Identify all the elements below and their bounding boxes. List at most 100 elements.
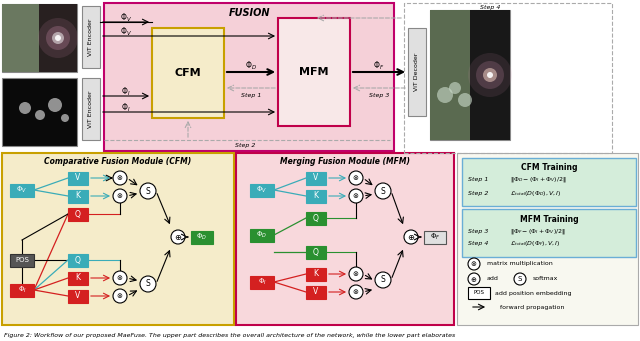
Bar — [424, 231, 446, 243]
Text: K: K — [76, 273, 81, 282]
Bar — [2, 4, 40, 72]
Bar — [250, 228, 274, 241]
Circle shape — [437, 87, 453, 103]
Text: $\mathcal{L}_{total}(D(\Phi_D), V, I)$: $\mathcal{L}_{total}(D(\Phi_D), V, I)$ — [510, 189, 561, 197]
Bar — [191, 231, 213, 243]
Text: add: add — [487, 277, 499, 282]
Bar — [82, 6, 100, 68]
Circle shape — [19, 102, 31, 114]
Circle shape — [113, 171, 127, 185]
Text: S: S — [146, 187, 150, 195]
Circle shape — [38, 18, 78, 58]
Bar — [68, 253, 88, 267]
Text: $\oplus$: $\oplus$ — [407, 233, 415, 241]
Text: add position embedding: add position embedding — [495, 291, 572, 296]
Bar — [306, 246, 326, 258]
Text: $\|\Phi_D - (\Phi_I + \Phi_V)/2\|$: $\|\Phi_D - (\Phi_I + \Phi_V)/2\|$ — [510, 176, 566, 184]
Bar — [10, 283, 34, 297]
Bar — [462, 209, 636, 257]
Circle shape — [35, 110, 45, 120]
Bar — [462, 158, 636, 206]
Circle shape — [349, 171, 363, 185]
Circle shape — [468, 258, 480, 270]
Bar — [408, 28, 426, 116]
Bar — [306, 211, 326, 224]
Bar — [468, 287, 490, 299]
Bar — [457, 153, 638, 325]
Text: MFM Training: MFM Training — [520, 214, 579, 223]
Text: Step 2: Step 2 — [235, 143, 255, 148]
Text: K: K — [314, 192, 319, 201]
Bar — [104, 3, 394, 151]
Circle shape — [487, 72, 493, 78]
Text: CFM: CFM — [175, 68, 202, 78]
Text: $\Phi_D$: $\Phi_D$ — [245, 60, 257, 72]
Text: $\Phi_I$: $\Phi_I$ — [17, 285, 26, 295]
Text: $\otimes$: $\otimes$ — [353, 174, 360, 182]
Circle shape — [483, 68, 497, 82]
Bar — [278, 18, 350, 126]
Text: $\otimes$: $\otimes$ — [470, 260, 477, 268]
Text: $\otimes$: $\otimes$ — [116, 192, 124, 201]
Text: Comparative Fusion Module (CFM): Comparative Fusion Module (CFM) — [44, 158, 191, 166]
Circle shape — [171, 230, 185, 244]
Text: forward propagation: forward propagation — [500, 305, 564, 310]
Bar — [68, 271, 88, 284]
Bar — [39, 4, 77, 72]
Text: $\Phi_F$: $\Phi_F$ — [373, 60, 385, 72]
Text: $\otimes$: $\otimes$ — [353, 192, 360, 201]
Bar — [68, 172, 88, 184]
Bar — [68, 208, 88, 221]
Circle shape — [375, 272, 391, 288]
Text: $\Phi_V$: $\Phi_V$ — [120, 12, 132, 24]
Text: Q: Q — [75, 255, 81, 265]
Bar — [10, 253, 34, 267]
Circle shape — [375, 183, 391, 199]
Text: V: V — [314, 287, 319, 297]
Text: $\otimes$: $\otimes$ — [353, 269, 360, 279]
Bar — [306, 285, 326, 298]
Text: $\Phi_V$: $\Phi_V$ — [17, 185, 28, 195]
Text: V: V — [314, 174, 319, 182]
Text: V: V — [76, 174, 81, 182]
Bar — [2, 4, 77, 72]
Text: Step 3: Step 3 — [468, 228, 488, 234]
Circle shape — [113, 271, 127, 285]
Text: V: V — [76, 292, 81, 300]
Circle shape — [140, 183, 156, 199]
Bar — [250, 183, 274, 196]
Text: POS: POS — [15, 257, 29, 263]
Bar — [306, 190, 326, 203]
Bar — [152, 28, 224, 118]
Bar — [68, 190, 88, 203]
Text: $\oplus$: $\oplus$ — [174, 233, 182, 241]
Text: $\Phi_I$: $\Phi_I$ — [121, 86, 131, 98]
Circle shape — [458, 93, 472, 107]
Text: $\otimes$: $\otimes$ — [116, 174, 124, 182]
Text: S: S — [146, 280, 150, 288]
Text: Step 3: Step 3 — [369, 93, 389, 99]
Circle shape — [140, 276, 156, 292]
Bar — [68, 290, 88, 302]
Text: $\Phi_V$: $\Phi_V$ — [120, 26, 132, 38]
Text: FUSION: FUSION — [229, 8, 271, 18]
Text: matrix multiplication: matrix multiplication — [487, 262, 553, 267]
Text: Q: Q — [75, 209, 81, 219]
Text: $\Phi_I$: $\Phi_I$ — [121, 102, 131, 114]
Text: Step 4: Step 4 — [468, 241, 488, 247]
Text: ViT Decoder: ViT Decoder — [415, 53, 419, 91]
Circle shape — [468, 53, 512, 97]
Text: S: S — [381, 187, 385, 195]
Circle shape — [468, 273, 480, 285]
Bar — [236, 153, 454, 325]
Bar — [10, 183, 34, 196]
Text: $\otimes$: $\otimes$ — [353, 287, 360, 297]
Text: Step 4: Step 4 — [480, 5, 500, 11]
Circle shape — [476, 61, 504, 89]
Text: $\mathcal{L}_{total}(D(\Phi_F), V, I)$: $\mathcal{L}_{total}(D(\Phi_F), V, I)$ — [510, 239, 561, 249]
Text: $\|\Phi_F - (\Phi_I + \Phi_V)/2\|$: $\|\Phi_F - (\Phi_I + \Phi_V)/2\|$ — [510, 226, 566, 236]
Circle shape — [113, 289, 127, 303]
Text: ViT Encoder: ViT Encoder — [88, 90, 93, 128]
Text: $\oplus$: $\oplus$ — [470, 275, 477, 283]
Text: ViT Encoder: ViT Encoder — [88, 18, 93, 56]
